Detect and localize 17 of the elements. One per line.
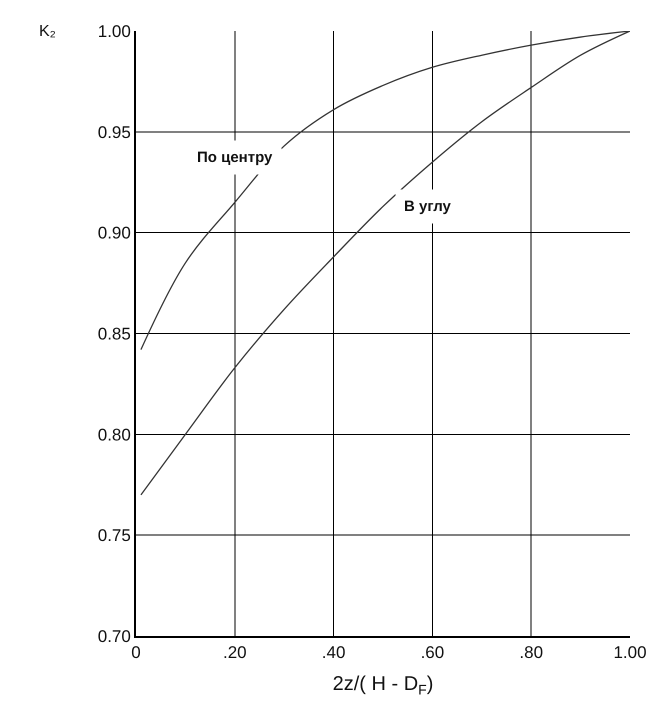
y-tick-label: 0.70 [98, 626, 131, 646]
y-tick-label: 0.90 [98, 224, 131, 243]
y-tick-label: 0.80 [98, 425, 131, 444]
y-tick-label: 0.95 [98, 122, 131, 142]
series-label: В углу [404, 198, 452, 215]
x-tick-label: .20 [222, 643, 247, 662]
y-tick-label: 0.85 [98, 324, 131, 344]
y-axis-title: K₂ [39, 23, 56, 40]
x-tick-label: .60 [420, 643, 444, 662]
x-tick-label: .40 [322, 643, 346, 662]
y-tick-label: 0.75 [98, 526, 131, 546]
x-tick-label: .80 [519, 643, 544, 662]
x-axis-title: 2z/( H - D$_{F}$) [332, 673, 434, 698]
x-tick-label: 0 [131, 643, 141, 662]
x-tick-label: 1.00 [613, 643, 647, 662]
series-label: По центру [197, 149, 274, 166]
y-tick-label: 1.00 [98, 22, 131, 41]
